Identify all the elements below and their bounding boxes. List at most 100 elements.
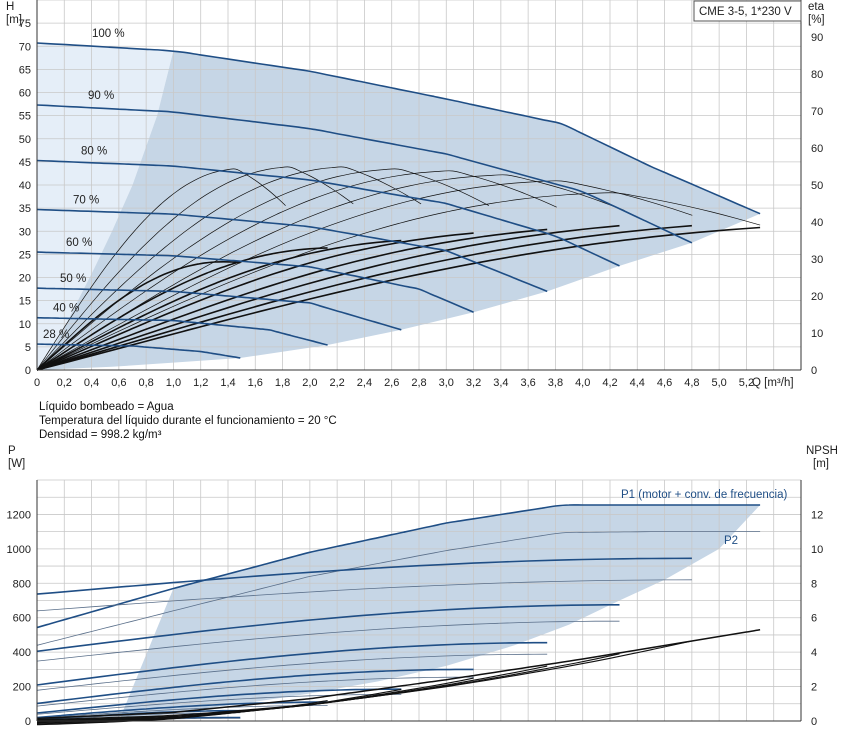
q-tick-label: 3,4 [493,377,508,389]
model-title-box [693,0,802,22]
eta-curve-100pct [36,226,761,371]
speed-label: 80 % [81,145,107,157]
h-tick-label: 20 [19,273,31,285]
p1-curve-100pct [36,504,761,629]
h-tick-label: 60 [19,88,31,100]
q-tick-label: 2,4 [357,377,372,389]
p-axis-title: P [8,445,16,457]
h-tick-label: 10 [19,319,31,331]
p1-partial-curve [36,641,548,686]
h-curve-80pct [36,159,620,267]
p1-partial-curve [36,688,402,714]
p-tick-label: 0 [25,716,31,728]
info-liquid: Líquido bombeado = Agua [39,401,174,413]
npsh-axis-unit: [m] [813,458,829,470]
q-tick-label: 4,6 [657,377,672,389]
npsh-tick-label: 12 [811,509,823,521]
eta-tick-label: 70 [811,106,823,118]
npsh-curve [36,629,761,720]
p2-partial-curve [36,653,548,691]
q-tick-label: 2,0 [302,377,317,389]
eta-tick-label: 30 [811,254,823,266]
model-title: CME 3-5, 1*230 V [699,6,792,18]
q-tick-label: 1,8 [275,377,290,389]
p1-partial-curve [36,557,692,595]
eta-tick-label: 60 [811,143,823,155]
eta-tick-label: 20 [811,291,823,303]
q-tick-label: 2,8 [411,377,426,389]
q-tick-label: 0,8 [138,377,153,389]
p-tick-label: 400 [13,647,31,659]
h-operating-area [37,50,761,371]
eta-curve-50pct [36,239,402,371]
q-tick-label: 3,0 [439,377,454,389]
h-curve-28pct [36,343,241,359]
p2-partial-curve [36,705,328,719]
eta-thin-curve [36,166,422,371]
p-axis-unit: [W] [8,458,25,470]
info-density: Densidad = 998.2 kg/m³ [39,429,162,441]
eta-curve-70pct [36,228,548,371]
q-tick-label: 0,4 [84,377,99,389]
npsh-tick-label: 2 [811,682,817,694]
eta-axis-title: eta [808,1,825,13]
h-tick-label: 70 [19,41,31,53]
speed-label: 60 % [66,237,92,249]
legend-p1: P1 (motor + conv. de frecuencia) [621,489,787,501]
h-tick-label: 15 [19,296,31,308]
q-tick-label: 1,6 [248,377,263,389]
h-tick-label: 35 [19,203,31,215]
eta-curve-80pct [36,224,620,371]
h-tick-label: 5 [25,342,31,354]
q-tick-label: 1,2 [193,377,208,389]
eta-thin-curve [36,180,693,371]
p1-partial-curve [36,701,328,719]
npsh-tick-label: 8 [811,578,817,590]
h-tick-label: 55 [19,111,31,123]
p-tick-label: 600 [13,613,31,625]
q-tick-label: 2,2 [329,377,344,389]
h-axis-title: H [6,1,14,13]
h-tick-label: 25 [19,249,31,261]
speed-label: 100 % [92,28,125,40]
h-curve-100pct [36,42,761,215]
eta-thin-curve [36,166,354,371]
npsh-tick-label: 10 [811,544,823,556]
q-tick-label: 4,8 [684,377,699,389]
q-tick-label: 5,0 [711,377,726,389]
h-axis-unit: [m] [6,14,22,26]
q-tick-label: 4,0 [575,377,590,389]
h-curve-40pct [36,316,328,346]
speed-label: 50 % [60,273,86,285]
npsh-axis-title: NPSH [806,445,838,457]
h-tick-label: 65 [19,64,31,76]
h-curve-90pct [36,104,693,244]
p-tick-label: 800 [13,578,31,590]
speed-label: 70 % [73,195,99,207]
q-tick-label: 0 [34,377,40,389]
eta-thin-curve [36,170,557,371]
q-tick-label: 0,6 [111,377,126,389]
eta-tick-label: 40 [811,217,823,229]
p2-curve-100pct [36,531,761,646]
q-tick-label: 3,8 [548,377,563,389]
eta-axis-unit: [%] [808,14,825,26]
eta-curve-28pct [36,260,241,371]
npsh-tick-label: 6 [811,613,817,625]
q-tick-label: 1,4 [220,377,235,389]
p-tick-label: 1200 [7,509,31,521]
p-tick-label: 200 [13,682,31,694]
h-curve-60pct [36,251,474,313]
p2-partial-curve [36,620,620,662]
legend-p2: P2 [724,535,738,547]
speed-label: 40 % [53,303,79,315]
q-tick-label: 3,6 [520,377,535,389]
h-curve-70pct [36,208,548,293]
speed-label: 90 % [88,90,114,102]
eta-tick-label: 90 [811,32,823,44]
q-tick-label: 4,4 [630,377,645,389]
info-temperature: Temperatura del líquido durante el funci… [39,415,337,427]
p2-partial-curve [36,579,692,612]
